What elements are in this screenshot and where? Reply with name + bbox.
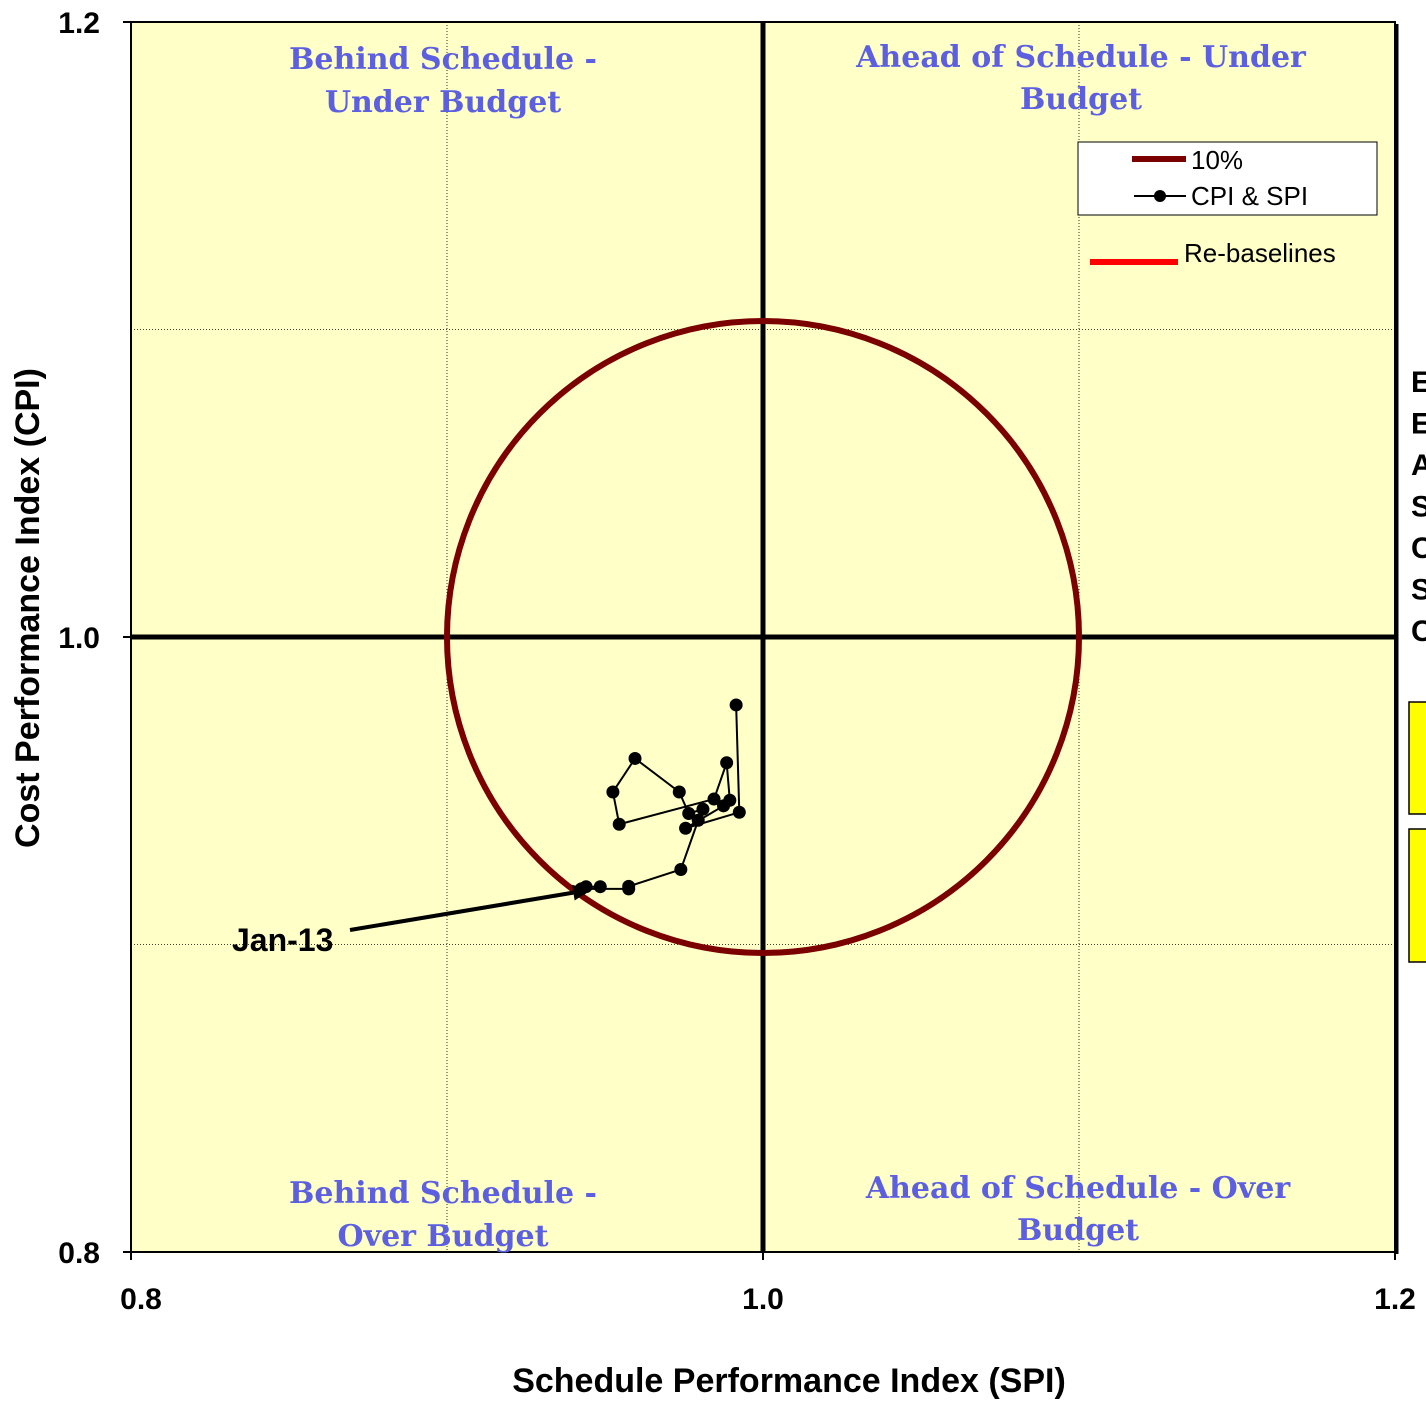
y-tick-label: 1.2 xyxy=(58,7,100,40)
y-tick-label: 0.8 xyxy=(58,1237,100,1270)
quadrant-bottom-right-line1: Ahead of Schedule - Over xyxy=(865,1171,1291,1206)
cpi-spi-point xyxy=(707,792,721,806)
tick-labels: 0.8 1.0 1.2 0.8 1.0 1.2 xyxy=(58,7,1416,1316)
quadrant-bottom-right-line2: Budget xyxy=(1017,1213,1139,1248)
side-text-fragment: A xyxy=(1411,449,1426,482)
x-tick-label: 0.8 xyxy=(120,1283,162,1316)
cpi-spi-point xyxy=(679,821,693,835)
quadrant-top-right-line1: Ahead of Schedule - Under xyxy=(855,40,1307,75)
y-tick-label: 1.0 xyxy=(58,622,100,655)
rebaseline-label: Re-baselines xyxy=(1184,238,1336,268)
side-box-2 xyxy=(1408,828,1426,963)
cpi-spi-point xyxy=(628,751,642,765)
side-text-fragment: C xyxy=(1411,615,1426,648)
side-text-fragment: C xyxy=(1411,532,1426,565)
side-text-fragment: S xyxy=(1411,491,1426,524)
side-box-1 xyxy=(1408,701,1426,815)
side-text-fragment: E xyxy=(1411,408,1426,441)
cpi-spi-point xyxy=(696,802,710,816)
legend-box xyxy=(1077,141,1378,216)
quadrant-bottom-left-line1: Behind Schedule - xyxy=(289,1176,597,1211)
y-axis-title: Cost Performance Index (CPI) xyxy=(9,368,47,848)
cpi-spi-point xyxy=(674,862,688,876)
legend-label-10pct: 10% xyxy=(1191,145,1243,175)
x-axis-title: Schedule Performance Index (SPI) xyxy=(512,1362,1066,1400)
cpi-spi-point xyxy=(682,807,696,821)
annotation-label: Jan-13 xyxy=(232,922,333,958)
quadrant-top-left-line2: Under Budget xyxy=(325,85,561,120)
side-text-fragment: E xyxy=(1411,366,1426,399)
cpi-spi-point xyxy=(732,805,746,819)
x-tick-label: 1.2 xyxy=(1374,1283,1416,1316)
annotation-arrow xyxy=(349,890,574,932)
legend-marker-cpi-spi xyxy=(1154,190,1166,202)
quadrant-top-right-line2: Budget xyxy=(1020,82,1142,117)
cpi-spi-point xyxy=(622,879,636,893)
quadrant-bottom-left-line2: Over Budget xyxy=(338,1219,549,1254)
x-tick-label: 1.0 xyxy=(742,1283,784,1316)
annotation-arrowhead xyxy=(572,884,592,901)
cpi-spi-point xyxy=(606,785,620,799)
tick-marks xyxy=(123,21,1396,1260)
cpi-spi-point xyxy=(593,880,607,894)
cpi-spi-point xyxy=(691,813,705,827)
side-text-fragment: S xyxy=(1411,574,1426,607)
cpi-spi-point xyxy=(672,785,686,799)
cpi-spi-point xyxy=(612,817,626,831)
cpi-spi-point xyxy=(729,698,743,712)
quadrant-top-left-line1: Behind Schedule - xyxy=(289,42,597,77)
jan-13-annotation: Jan-13 xyxy=(232,884,592,958)
ten-percent-circle xyxy=(444,318,1082,956)
legend-label-cpi-spi: CPI & SPI xyxy=(1191,181,1308,211)
cpi-spi-point xyxy=(717,799,730,813)
cpi-spi-point xyxy=(720,756,734,770)
